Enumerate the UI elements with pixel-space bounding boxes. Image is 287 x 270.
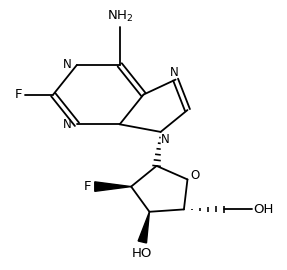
- Text: N: N: [161, 133, 170, 146]
- Text: F: F: [84, 180, 91, 193]
- Text: N: N: [63, 118, 72, 131]
- Text: N: N: [170, 66, 179, 79]
- Text: OH: OH: [253, 203, 274, 216]
- Text: HO: HO: [132, 247, 152, 260]
- Polygon shape: [95, 182, 131, 191]
- Text: F: F: [15, 88, 23, 101]
- Text: N: N: [63, 58, 72, 71]
- Text: NH$_2$: NH$_2$: [106, 9, 133, 25]
- Polygon shape: [138, 212, 150, 243]
- Text: O: O: [191, 169, 200, 182]
